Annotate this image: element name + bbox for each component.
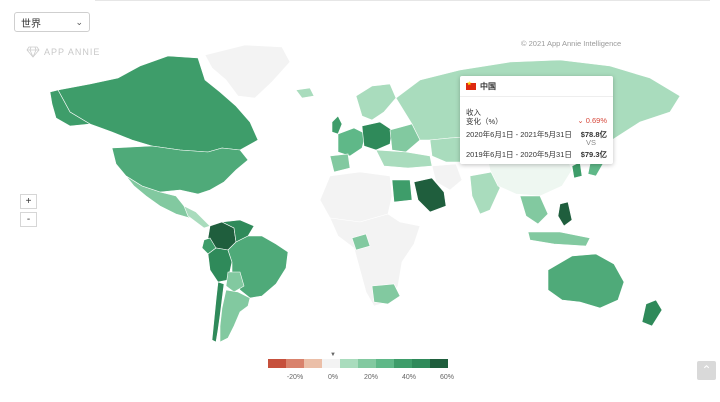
legend-tick: 0% — [327, 374, 339, 381]
country-south-africa[interactable] — [371, 283, 401, 305]
tooltip-header: 中国 — [466, 81, 496, 92]
country-new-zealand[interactable] — [641, 299, 663, 327]
country-uk[interactable] — [331, 115, 343, 135]
country-canada[interactable] — [57, 55, 259, 153]
tooltip-value-previous: $79.3亿 — [580, 150, 607, 159]
country-usa[interactable] — [111, 145, 249, 195]
legend-tick: 60% — [439, 374, 455, 381]
country-central-america[interactable] — [183, 205, 211, 229]
watermark-text: APP ANNIE — [44, 47, 101, 57]
legend-scale — [268, 359, 448, 368]
china-flag-icon — [466, 81, 476, 90]
country-chile[interactable] — [211, 281, 225, 343]
back-to-top-button[interactable]: ⌃ — [697, 361, 716, 380]
region-select[interactable]: 世界 ⌄ — [14, 12, 90, 32]
country-north-africa[interactable] — [319, 171, 393, 223]
legend-marker-icon: ▼ — [330, 352, 336, 358]
country-southeast-asia[interactable] — [519, 195, 549, 225]
country-nigeria[interactable] — [351, 233, 371, 251]
legend-tick: 20% — [363, 374, 379, 381]
country-central-europe[interactable] — [361, 121, 393, 151]
country-indonesia[interactable] — [527, 231, 591, 247]
legend-swatch — [322, 359, 340, 368]
legend-swatch — [394, 359, 412, 368]
country-scandinavia[interactable] — [355, 83, 397, 121]
tooltip-metric: 收入 — [466, 108, 481, 117]
tooltip-divider — [460, 96, 613, 97]
legend-tick: -20% — [286, 374, 304, 381]
tooltip-country: 中国 — [480, 82, 496, 91]
legend-swatch — [286, 359, 304, 368]
legend-swatch — [340, 359, 358, 368]
country-iceland[interactable] — [295, 87, 315, 99]
tooltip-change-value: ⌄ 0.69% — [577, 116, 607, 125]
tooltip-change-number: 0.69% — [585, 116, 607, 125]
country-western-europe[interactable] — [337, 127, 367, 157]
zoom-in-button[interactable]: + — [20, 194, 37, 209]
region-select-value: 世界 — [21, 18, 41, 30]
country-australia[interactable] — [547, 253, 625, 309]
legend-swatch — [376, 359, 394, 368]
legend-swatch — [430, 359, 448, 368]
country-sub-saharan-africa[interactable] — [329, 213, 421, 307]
legend-swatch — [268, 359, 286, 368]
country-iberia[interactable] — [329, 153, 351, 173]
tooltip-period-current: 2020年6月1日 - 2021年5月31日 — [466, 130, 572, 139]
country-greenland[interactable] — [204, 44, 291, 99]
country-philippines[interactable] — [557, 201, 573, 227]
country-tooltip: 中国 收入 变化（%） ⌄ 0.69% 2020年6月1日 - 2021年5月3… — [460, 76, 613, 164]
arrow-up-icon: ⌃ — [701, 363, 712, 377]
country-iran[interactable] — [431, 163, 463, 191]
chevron-down-icon: ⌄ — [75, 17, 83, 27]
country-alaska[interactable] — [49, 89, 91, 127]
diamond-logo-icon — [26, 46, 40, 58]
top-divider — [95, 0, 710, 1]
legend-tick: 40% — [401, 374, 417, 381]
legend-swatch — [412, 359, 430, 368]
country-egypt[interactable] — [391, 179, 413, 203]
app-annie-watermark: APP ANNIE — [26, 46, 100, 58]
country-balkans-turkey[interactable] — [375, 149, 433, 169]
tooltip-period-previous: 2019年6月1日 - 2020年5月31日 — [466, 150, 572, 159]
legend-swatch — [304, 359, 322, 368]
tooltip-vs: VS — [586, 138, 597, 147]
zoom-out-button[interactable]: - — [20, 212, 37, 227]
country-bolivia[interactable] — [225, 271, 245, 293]
chevron-down-icon: ⌄ — [577, 116, 584, 125]
country-peru[interactable] — [207, 247, 233, 283]
copyright-text: © 2021 App Annie Intelligence — [521, 39, 622, 48]
country-korea[interactable] — [571, 161, 583, 179]
tooltip-change-label: 变化（%） — [466, 117, 503, 126]
country-eastern-europe[interactable] — [389, 123, 421, 153]
tooltip-value-current: $78.8亿 — [580, 130, 607, 139]
legend-swatch — [358, 359, 376, 368]
country-argentina[interactable] — [219, 289, 251, 343]
country-saudi-arabia[interactable] — [413, 177, 447, 213]
